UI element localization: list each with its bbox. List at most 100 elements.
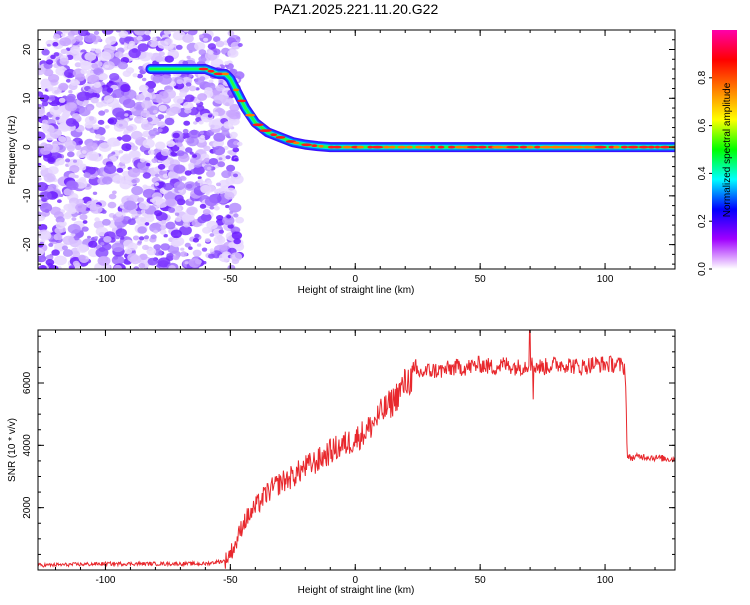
noise-speckle <box>136 93 145 101</box>
noise-speckle <box>135 216 147 225</box>
noise-speckle <box>124 113 129 117</box>
noise-speckle <box>60 48 68 55</box>
noise-speckle <box>116 225 123 230</box>
noise-speckle <box>144 123 149 128</box>
noise-speckle <box>107 117 118 125</box>
noise-speckle <box>92 124 100 130</box>
noise-speckle <box>40 191 52 201</box>
noise-speckle <box>161 219 167 224</box>
noise-speckle <box>121 143 132 152</box>
noise-speckle <box>132 235 140 241</box>
ridge-core <box>477 145 487 149</box>
noise-speckle <box>120 84 131 92</box>
noise-speckle <box>158 51 165 57</box>
noise-speckle <box>147 41 152 45</box>
noise-speckle <box>69 265 75 269</box>
noise-speckle <box>39 94 50 103</box>
noise-speckle <box>64 140 77 150</box>
noise-speckle <box>137 240 142 244</box>
noise-speckle <box>190 158 197 164</box>
noise-speckle <box>198 49 207 56</box>
noise-speckle <box>90 47 96 52</box>
noise-speckle <box>87 235 91 239</box>
noise-speckle <box>41 123 50 131</box>
noise-speckle <box>71 113 81 120</box>
colorbar-label: Normalized spectral amplitude <box>722 82 733 217</box>
noise-speckle <box>106 87 114 93</box>
ridge-core <box>356 145 365 149</box>
noise-speckle <box>204 87 213 94</box>
noise-speckle <box>105 36 117 45</box>
noise-speckle <box>173 181 186 191</box>
noise-speckle <box>152 109 158 114</box>
noise-speckle <box>172 255 180 261</box>
noise-speckle <box>86 151 99 161</box>
noise-speckle <box>233 213 239 218</box>
ridge-core <box>301 143 312 147</box>
noise-speckle <box>81 150 87 154</box>
noise-speckle <box>162 158 170 166</box>
noise-speckle <box>174 194 184 202</box>
noise-speckle <box>38 65 46 76</box>
noise-speckle <box>52 41 59 47</box>
noise-speckle <box>207 43 217 50</box>
noise-speckle <box>88 116 95 121</box>
noise-speckle <box>104 109 109 113</box>
noise-speckle <box>115 119 129 129</box>
noise-speckle <box>95 134 102 139</box>
noise-speckle <box>38 265 47 269</box>
noise-speckle <box>154 210 163 217</box>
noise-speckle <box>75 144 82 151</box>
noise-speckle <box>67 223 81 234</box>
noise-speckle <box>186 136 199 147</box>
noise-speckle <box>111 151 116 155</box>
ridge-core <box>564 145 578 149</box>
noise-speckle <box>230 252 243 262</box>
noise-speckle <box>76 91 90 102</box>
noise-speckle <box>87 92 96 99</box>
noise-speckle <box>147 149 155 155</box>
noise-speckle <box>73 55 80 61</box>
noise-speckle <box>209 233 215 237</box>
noise-speckle <box>180 247 185 251</box>
spectrogram-plot-area <box>38 30 675 269</box>
ridge-core <box>332 145 342 149</box>
noise-speckle <box>153 229 159 234</box>
noise-speckle <box>228 109 241 120</box>
noise-speckle <box>92 191 98 195</box>
ridge-core <box>221 72 230 76</box>
noise-speckle <box>39 231 52 241</box>
noise-speckle <box>41 119 49 125</box>
noise-speckle <box>224 61 230 65</box>
noise-speckle <box>65 158 71 163</box>
noise-speckle <box>208 119 222 130</box>
ridge-core <box>383 145 390 149</box>
snr-axes: -100 -50 0 50 100 2000 4000 6000 <box>22 330 675 586</box>
noise-speckle <box>48 242 54 247</box>
spectrogram-x-axis-label: Height of straight line (km) <box>298 285 415 296</box>
noise-speckle <box>45 59 54 65</box>
noise-speckle <box>143 235 150 240</box>
noise-speckle <box>53 33 61 40</box>
noise-speckle <box>182 128 189 134</box>
ridge-core <box>534 145 541 149</box>
noise-speckle <box>59 37 72 47</box>
noise-speckle <box>46 43 51 47</box>
noise-speckle <box>45 259 55 266</box>
noise-speckle <box>138 201 150 210</box>
noise-speckle <box>176 142 183 148</box>
noise-speckle <box>221 129 230 137</box>
noise-speckle <box>38 164 46 171</box>
noise-speckle <box>163 182 174 191</box>
noise-speckle <box>184 242 191 248</box>
noise-speckle <box>102 218 111 226</box>
noise-speckle <box>212 111 219 117</box>
noise-speckle <box>213 235 226 245</box>
noise-speckle <box>143 214 155 223</box>
noise-speckle <box>51 249 60 256</box>
noise-speckle <box>152 98 157 103</box>
noise-speckle <box>156 98 163 104</box>
noise-speckle <box>192 249 202 257</box>
noise-speckle <box>86 106 93 111</box>
